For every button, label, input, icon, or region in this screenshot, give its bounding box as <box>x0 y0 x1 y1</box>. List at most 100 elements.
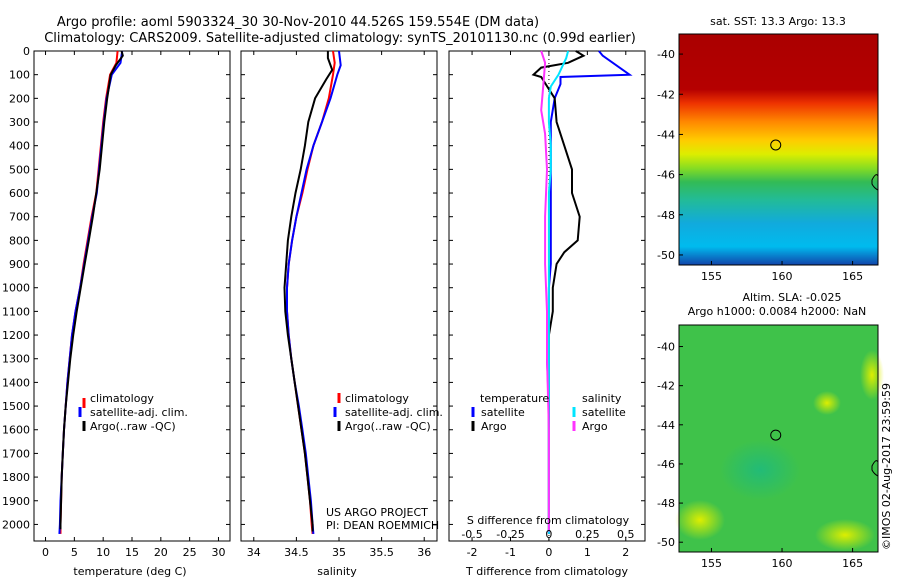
legend-label-climatology: climatology <box>90 392 154 405</box>
y-tick-label: 300 <box>9 116 30 129</box>
salinity-depth-ticks <box>241 50 437 525</box>
salinity-x-label: salinity <box>317 565 357 578</box>
difference-panel: -2 -1 0 1 2 temperature satellite Argo salin… <box>448 50 646 578</box>
sla-map-ticks: 155 160 165 -40 -42 -44 -46 -48 -50 <box>657 341 863 570</box>
sla-map-panel: Altim. SLA: -0.025 Argo h1000: 0.0084 h2… <box>657 291 884 570</box>
x-tick-label: 0 <box>545 546 552 559</box>
s-tick-label: -0.5 <box>461 528 482 541</box>
x-tick-label: 20 <box>154 546 168 559</box>
map-x-tick-label: 165 <box>842 270 863 283</box>
legend-heading-temperature: temperature <box>480 392 549 405</box>
x-tick-label: 25 <box>183 546 197 559</box>
y-tick-label: 1800 <box>2 471 30 484</box>
x-tick-label: 2 <box>622 546 629 559</box>
sla-argo-location-marker <box>770 429 782 441</box>
y-tick-label: 600 <box>9 187 30 200</box>
map-x-tick-label: 160 <box>772 557 793 570</box>
x-tick-label: 1 <box>584 546 591 559</box>
map-x-tick-label: 165 <box>842 557 863 570</box>
legend-label-s-argo: Argo <box>582 420 608 433</box>
legend-label-satellite: satellite-adj. clim. <box>345 406 443 419</box>
y-tick-label: 1200 <box>2 329 30 342</box>
legend-label-climatology: climatology <box>345 392 409 405</box>
legend-label-argo: Argo(..raw -QC) <box>90 420 176 433</box>
map-y-tick-label: -42 <box>657 88 675 101</box>
legend-label-argo: Argo(..raw -QC) <box>345 420 431 433</box>
title-line-2: Climatology: CARS2009. Satellite-adjuste… <box>44 31 636 46</box>
map-y-tick-label: -50 <box>657 249 675 262</box>
sla-map-title-2: Argo h1000: 0.0084 h2000: NaN <box>688 305 867 318</box>
series-line-argo-raw-qc- <box>59 50 124 530</box>
temperature-ticks: 0 5 10 15 20 25 30 <box>42 51 225 559</box>
sla-low-patch <box>720 440 800 500</box>
sst-map-title: sat. SST: 13.3 Argo: 13.3 <box>710 15 846 28</box>
map-x-tick-label: 155 <box>701 557 722 570</box>
map-y-tick-label: -48 <box>657 209 675 222</box>
s-tick-label: 0 <box>545 528 552 541</box>
temperature-axes-frame <box>33 50 231 542</box>
salinity-panel: 34 34.5 35 35.5 36 climatology satellite-adj… <box>240 50 443 578</box>
s-tick-label: 0.25 <box>575 528 600 541</box>
title-line-1: Argo profile: aoml 5903324_30 30-Nov-201… <box>57 15 539 30</box>
x-tick-label: -2 <box>467 546 478 559</box>
x-tick-label: 34.5 <box>284 546 309 559</box>
map-y-tick-label: -40 <box>657 48 675 61</box>
s-difference-label: S difference from climatology <box>467 514 630 527</box>
y-tick-label: 400 <box>9 140 30 153</box>
y-tick-label: 1700 <box>2 447 30 460</box>
depth-ticks: 0 100 200 300 400 500 600 700 800 900 1000 1100 1200… <box>2 45 230 531</box>
difference-series <box>531 50 633 534</box>
s-tick-label: -0.25 <box>496 528 524 541</box>
temperature-panel: 0100200300400500600700800900100011001200… <box>2 45 231 578</box>
x-tick-label: 36 <box>417 546 431 559</box>
sla-map-title-1: Altim. SLA: -0.025 <box>742 291 841 304</box>
y-tick-label: 1100 <box>2 305 30 318</box>
sla-coastline <box>871 460 879 477</box>
difference-ticks: -2 -1 0 1 2 <box>467 51 629 559</box>
t-difference-label: T difference from climatology <box>465 565 628 578</box>
y-tick-label: 200 <box>9 92 30 105</box>
x-tick-label: 15 <box>125 546 139 559</box>
legend-heading-salinity: salinity <box>582 392 622 405</box>
y-tick-label: 1300 <box>2 353 30 366</box>
temperature-legend: climatology satellite-adj. clim. Argo(..… <box>78 392 188 433</box>
x-tick-label: 35 <box>332 546 346 559</box>
y-tick-label: 1900 <box>2 495 30 508</box>
sla-map-frame <box>678 324 879 553</box>
sst-map-panel: sat. SST: 13.3 Argo: 13.3 <box>657 15 879 283</box>
sla-high-patch-southwest <box>675 500 725 540</box>
x-tick-label: 5 <box>71 546 78 559</box>
map-y-tick-label: -48 <box>657 497 675 510</box>
y-tick-label: 1400 <box>2 376 30 389</box>
map-y-tick-label: -42 <box>657 380 675 393</box>
temperature-x-label: temperature (deg C) <box>73 565 186 578</box>
y-tick-label: 500 <box>9 163 30 176</box>
x-tick-label: 34 <box>247 546 261 559</box>
y-tick-label: 1600 <box>2 424 30 437</box>
x-tick-label: -1 <box>505 546 516 559</box>
difference-legend: temperature satellite Argo salinity sate… <box>471 392 626 433</box>
project-annotation-1: US ARGO PROJECT <box>326 506 428 519</box>
y-tick-label: 800 <box>9 234 30 247</box>
difference-depth-ticks <box>449 50 645 525</box>
legend-label-s-satellite: satellite <box>582 406 626 419</box>
x-tick-label: 35.5 <box>369 546 394 559</box>
legend-label-t-argo: Argo <box>481 420 507 433</box>
x-tick-label: 10 <box>96 546 110 559</box>
salinity-axes-frame <box>240 50 438 542</box>
salinity-ticks: 34 34.5 35 35.5 36 <box>247 51 431 559</box>
salinity-legend: climatology satellite-adj. clim. Argo(..… <box>333 392 443 433</box>
y-tick-label: 0 <box>23 45 30 58</box>
map-y-tick-label: -40 <box>657 341 675 354</box>
x-tick-label: 0 <box>42 546 49 559</box>
map-y-tick-label: -44 <box>657 419 675 432</box>
sst-map-ticks: 155 160 165 -40 -42 -44 -46 -48 -50 <box>657 48 863 283</box>
legend-label-t-satellite: satellite <box>481 406 525 419</box>
map-x-tick-label: 160 <box>772 270 793 283</box>
sst-coastline <box>871 174 879 191</box>
y-tick-label: 100 <box>9 69 30 82</box>
y-tick-label: 1000 <box>2 282 30 295</box>
y-tick-label: 1500 <box>2 400 30 413</box>
temperature-series <box>58 50 124 534</box>
